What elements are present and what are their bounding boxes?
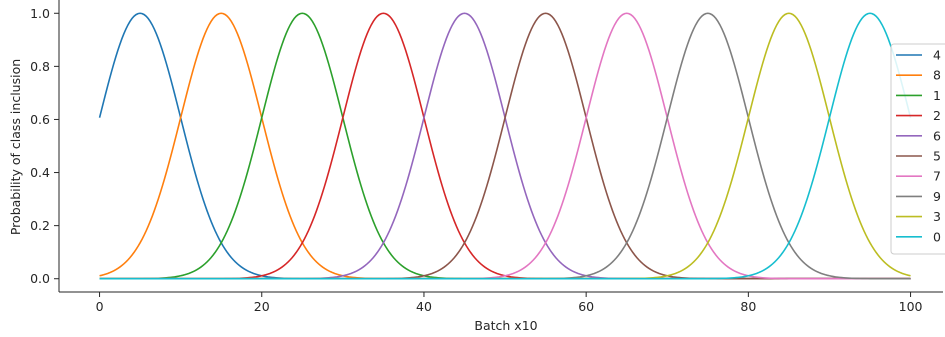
legend-label-3: 3 <box>933 209 941 224</box>
x-tick-label: 40 <box>416 299 432 314</box>
y-tick-label: 0.8 <box>30 59 50 74</box>
legend-label-0: 0 <box>933 229 941 244</box>
y-tick-label: 0.2 <box>30 218 50 233</box>
series-line-9 <box>99 12 911 280</box>
y-tick-label: 0.4 <box>30 165 50 180</box>
legend-label-7: 7 <box>933 169 941 184</box>
series-line-3 <box>99 12 911 280</box>
x-tick-label: 60 <box>578 299 594 314</box>
legend-label-4: 4 <box>933 48 941 63</box>
x-tick-label: 80 <box>740 299 756 314</box>
y-tick-label: 1.0 <box>30 6 50 21</box>
x-tick-label: 20 <box>254 299 270 314</box>
series-line-8 <box>99 12 911 280</box>
x-tick-label: 0 <box>96 299 104 314</box>
axes <box>58 0 943 293</box>
series-line-7 <box>99 12 911 280</box>
legend-label-9: 9 <box>933 189 941 204</box>
series-line-1 <box>99 12 911 280</box>
legend-label-6: 6 <box>933 128 941 143</box>
legend-label-5: 5 <box>933 149 941 164</box>
plot-area <box>98 12 912 280</box>
x-axis-label: Batch x10 <box>474 318 537 333</box>
legend-box <box>890 43 945 255</box>
y-axis: 0.0 0.2 0.4 0.6 0.8 1.0 <box>30 6 59 286</box>
legend-label-2: 2 <box>933 108 941 123</box>
y-axis-label: Probability of class inclusion <box>8 59 23 235</box>
y-tick-label: 0.0 <box>30 271 50 286</box>
x-tick-label: 100 <box>899 299 923 314</box>
series-line-0 <box>99 12 912 280</box>
legend-label-8: 8 <box>933 68 941 83</box>
y-tick-label: 0.6 <box>30 112 50 127</box>
legend-label-1: 1 <box>933 88 941 103</box>
x-axis: 0 20 40 60 80 100 <box>96 292 923 314</box>
series-line-5 <box>99 12 911 280</box>
series-line-2 <box>99 12 911 280</box>
series-line-4 <box>98 12 911 280</box>
series-line-6 <box>99 12 911 280</box>
